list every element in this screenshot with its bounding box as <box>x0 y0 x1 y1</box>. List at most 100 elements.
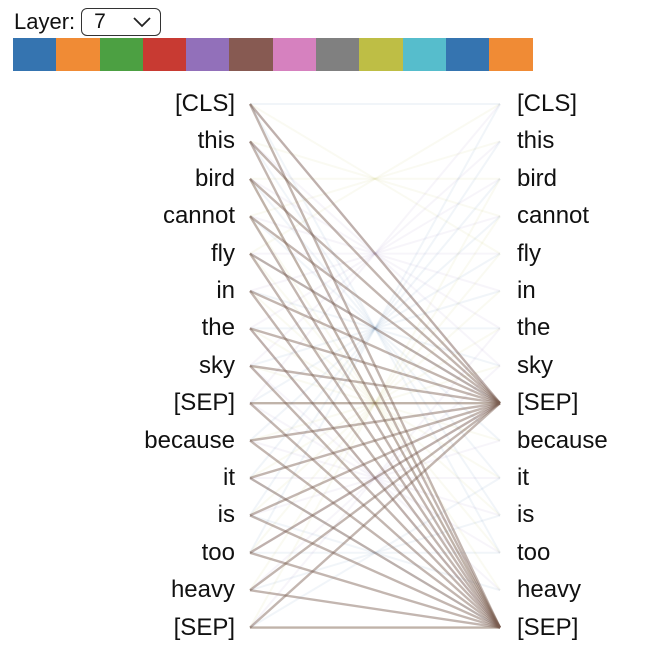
attention-line <box>249 327 501 629</box>
right-token-2[interactable]: bird <box>517 164 558 192</box>
head-swatch-12[interactable] <box>489 38 533 71</box>
attention-line <box>249 252 501 405</box>
attention-line <box>249 103 501 404</box>
attention-line <box>249 177 501 330</box>
attention-line <box>249 364 501 405</box>
attention-line <box>249 402 501 480</box>
right-token-13[interactable]: heavy <box>517 576 582 604</box>
attention-line <box>249 327 501 405</box>
attention-line <box>249 178 501 479</box>
right-token-6[interactable]: the <box>517 314 551 342</box>
right-token-14[interactable]: [SEP] <box>517 613 579 641</box>
attention-line <box>249 215 501 405</box>
head-swatch-9[interactable] <box>359 38 403 71</box>
head-swatch-1[interactable] <box>13 38 57 71</box>
left-token-2[interactable]: bird <box>194 164 235 192</box>
left-token-10[interactable]: it <box>223 464 235 491</box>
right-token-7[interactable]: sky <box>517 351 553 379</box>
right-token-5[interactable]: in <box>517 277 536 304</box>
attention-line <box>249 215 501 591</box>
right-token-11[interactable]: is <box>517 501 535 529</box>
attention-line <box>249 439 501 629</box>
right-token-0[interactable]: [CLS] <box>517 90 578 117</box>
right-token-9[interactable]: because <box>517 426 608 454</box>
left-token-12[interactable]: too <box>201 538 235 566</box>
left-token-13[interactable]: heavy <box>170 576 235 604</box>
attention-line <box>249 290 501 629</box>
attention-line <box>249 215 501 591</box>
left-token-8[interactable]: [SEP] <box>173 389 235 417</box>
head-swatch-5[interactable] <box>186 38 230 71</box>
right-token-8[interactable]: [SEP] <box>517 389 579 417</box>
head-swatch-4[interactable] <box>142 38 187 71</box>
attention-line <box>249 439 501 517</box>
attention-line <box>249 402 501 629</box>
attention-line <box>249 327 501 479</box>
left-token-5[interactable]: in <box>216 277 235 304</box>
left-token-14[interactable]: [SEP] <box>173 613 235 641</box>
attention-line <box>249 402 501 442</box>
attention-line <box>249 289 501 405</box>
attention-line <box>249 514 501 629</box>
attention-line <box>249 252 501 629</box>
attention-head-selector <box>13 38 533 71</box>
attention-line <box>249 215 501 292</box>
attention-line <box>249 477 501 629</box>
right-token-3[interactable]: cannot <box>517 202 590 230</box>
attention-line <box>249 215 501 292</box>
attention-line <box>249 477 501 629</box>
layer-select[interactable]: 7 <box>81 8 162 36</box>
left-token-0[interactable]: [CLS] <box>174 90 235 117</box>
attention-line <box>249 177 501 405</box>
attention-line <box>249 177 501 330</box>
left-token-9[interactable]: because <box>144 426 235 454</box>
right-token-1[interactable]: this <box>517 127 555 155</box>
left-token-7[interactable]: sky <box>199 351 235 379</box>
attention-line <box>248 215 502 629</box>
attention-line <box>249 402 501 554</box>
head-swatch-8[interactable] <box>316 38 360 71</box>
left-token-6[interactable]: the <box>201 314 235 342</box>
head-swatch-7[interactable] <box>272 38 317 71</box>
attention-line <box>249 402 501 592</box>
head-swatch-3[interactable] <box>99 38 143 71</box>
attention-line <box>249 178 501 479</box>
attention-line <box>249 402 501 629</box>
chevron-down-icon <box>133 17 151 28</box>
right-token-10[interactable]: it <box>517 464 529 491</box>
attention-line <box>249 327 501 629</box>
head-swatch-2[interactable] <box>56 38 100 71</box>
attention-line <box>249 252 501 405</box>
left-token-3[interactable]: cannot <box>162 202 235 230</box>
attention-line <box>249 103 501 255</box>
right-token-4[interactable]: fly <box>517 239 541 267</box>
left-token-1[interactable]: this <box>197 127 235 155</box>
attention-line <box>249 140 501 367</box>
attention-line <box>249 215 501 442</box>
attention-line <box>249 178 501 629</box>
head-swatch-10[interactable] <box>402 38 446 71</box>
head-swatch-6[interactable] <box>229 38 273 71</box>
layer-select-value: 7 <box>94 10 106 33</box>
right-token-12[interactable]: too <box>517 538 551 566</box>
attention-line <box>249 252 501 554</box>
attention-line <box>249 589 501 629</box>
attention-line <box>249 103 501 554</box>
head-swatch-11[interactable] <box>445 38 490 71</box>
attention-line <box>249 439 501 517</box>
attention-line <box>249 252 501 554</box>
attention-line <box>249 290 501 517</box>
attention-line <box>248 103 502 629</box>
attention-line <box>249 140 501 218</box>
attention-line <box>249 103 501 554</box>
attention-line <box>249 103 501 404</box>
attention-line <box>248 140 502 629</box>
attention-line <box>249 290 501 367</box>
attention-line <box>249 402 501 554</box>
left-token-4[interactable]: fly <box>211 239 235 267</box>
attention-line <box>248 178 502 629</box>
attention-line <box>249 140 501 218</box>
left-token-11[interactable]: is <box>217 501 235 529</box>
attention-line <box>249 364 501 629</box>
